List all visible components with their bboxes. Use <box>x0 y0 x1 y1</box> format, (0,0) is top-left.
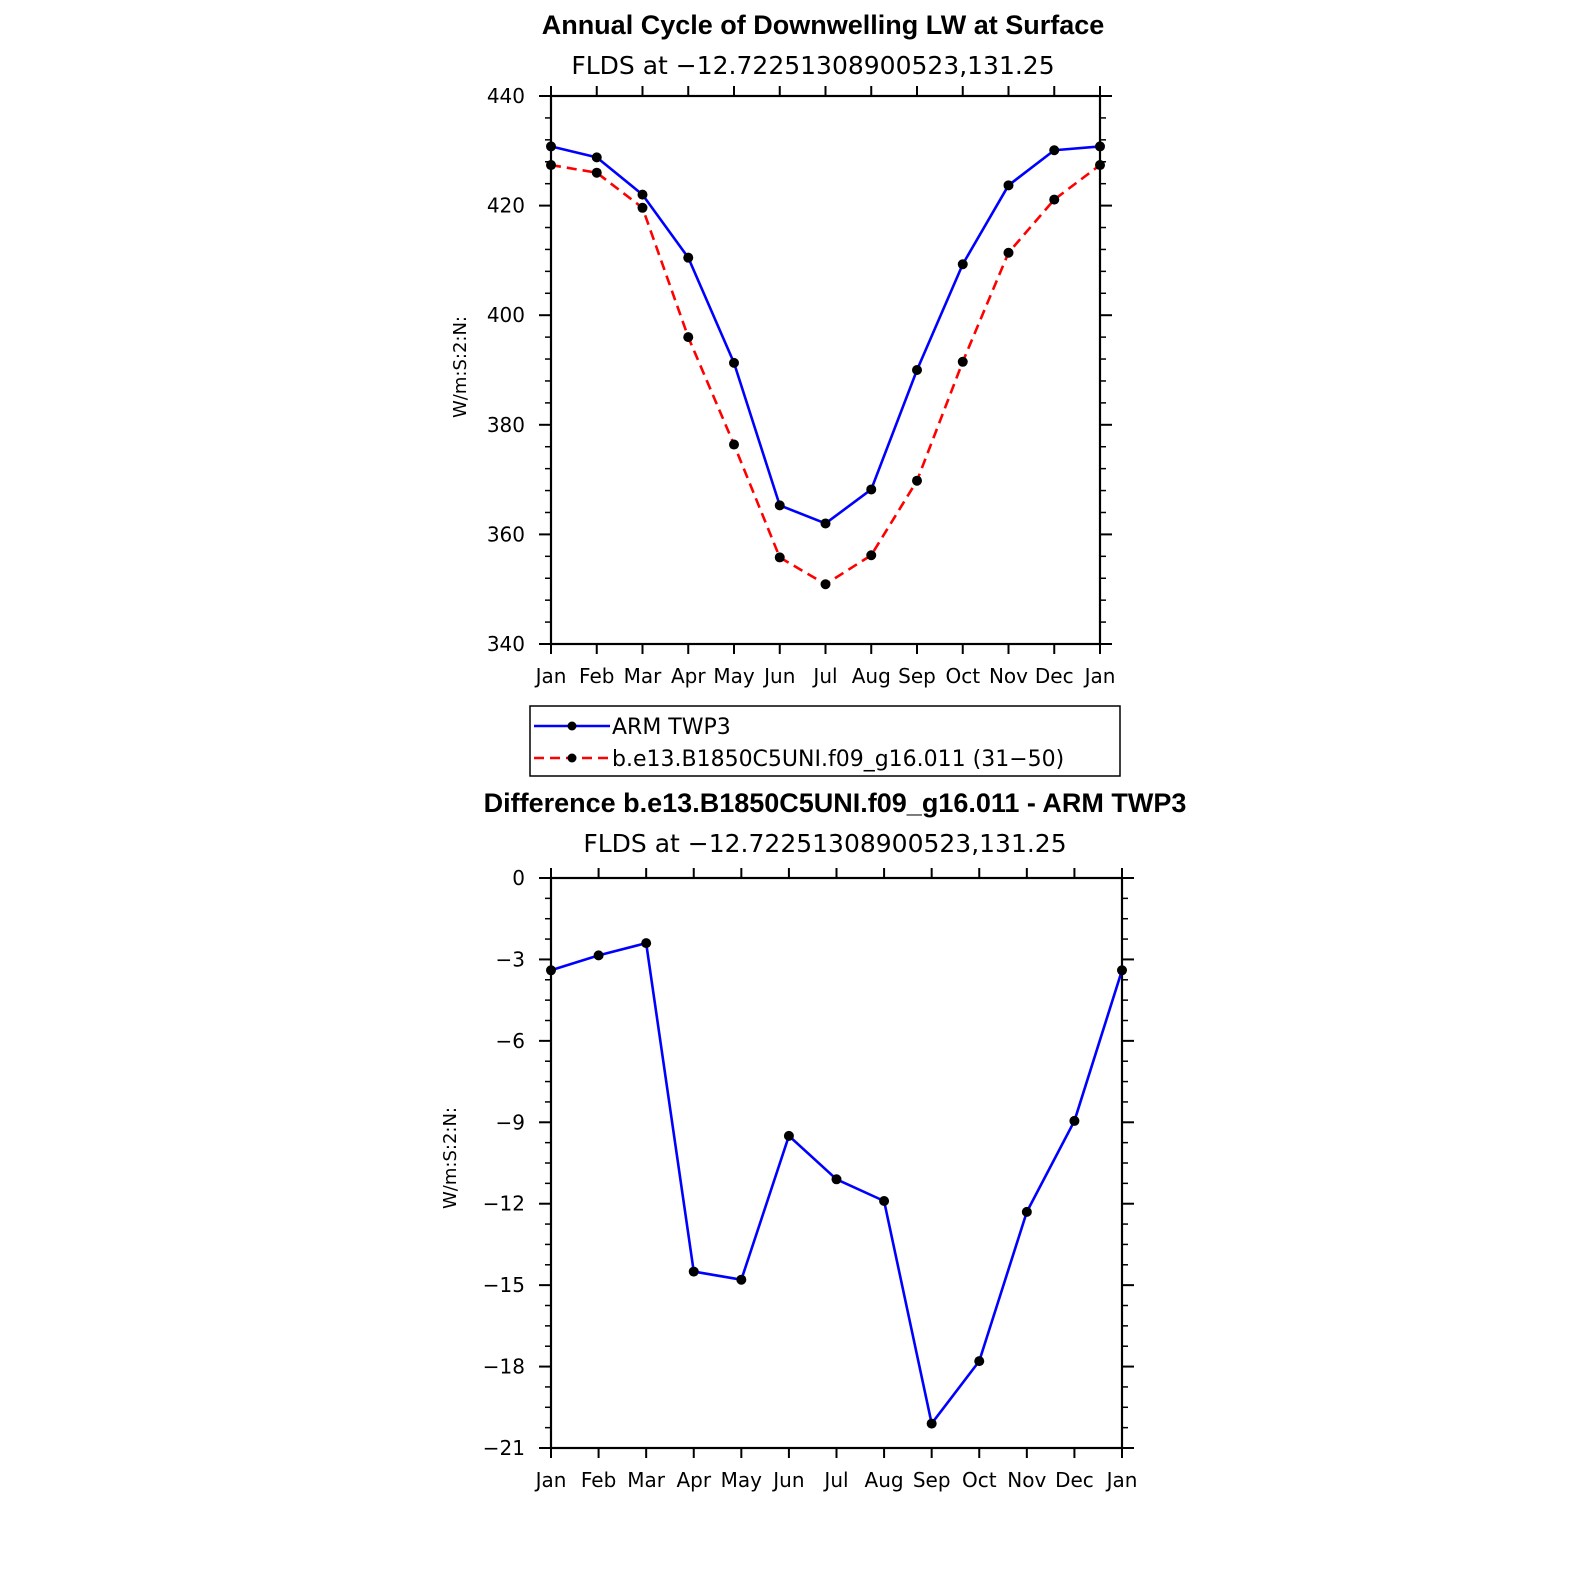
data-point <box>637 189 648 200</box>
data-point <box>688 1266 699 1277</box>
data-point <box>591 167 602 178</box>
y-tick-label: −6 <box>496 1029 525 1053</box>
data-point <box>831 1174 842 1185</box>
data-point <box>1095 160 1105 171</box>
y-tick-label: −15 <box>483 1273 525 1297</box>
data-point <box>591 152 602 163</box>
legend-label-model: b.e13.B1850C5UNI.f09_g16.011 (31−50) <box>612 747 1064 772</box>
x-tick-label: Feb <box>579 664 614 688</box>
y-axis-label: W/m:S:2:N: <box>440 1107 461 1209</box>
data-point <box>729 439 739 450</box>
y-tick-label: 360 <box>487 522 525 546</box>
y-tick-label: −21 <box>483 1436 525 1460</box>
data-point <box>546 965 556 976</box>
y-axis-label: W/m:S:2:N: <box>450 316 471 418</box>
data-point <box>866 550 877 561</box>
data-point <box>1069 1115 1080 1126</box>
annual-cycle-chart: Annual Cycle of Downwelling LW at Surfac… <box>450 10 1115 688</box>
data-point <box>1049 145 1060 156</box>
difference-chart: Difference b.e13.B1850C5UNI.f09_g16.011 … <box>440 788 1186 1492</box>
x-tick-label: Oct <box>945 664 980 688</box>
y-tick-label: −9 <box>496 1110 525 1134</box>
x-tick-label: Sep <box>913 1468 951 1492</box>
data-point <box>1117 965 1127 976</box>
x-tick-label: May <box>721 1468 763 1492</box>
data-point <box>736 1274 747 1285</box>
x-tick-label: Jun <box>762 664 795 688</box>
data-point <box>774 552 785 563</box>
data-point <box>1095 141 1105 152</box>
data-point <box>879 1196 890 1206</box>
data-point <box>926 1418 937 1429</box>
x-tick-label: Aug <box>865 1468 904 1492</box>
x-tick-label: Jun <box>771 1468 804 1492</box>
plot-frame <box>549 876 1124 1450</box>
data-point <box>957 356 968 367</box>
data-point <box>1003 247 1014 258</box>
chart-subtitle: FLDS at −12.72251308900523,131.25 <box>571 51 1054 80</box>
y-tick-label: 380 <box>487 413 525 437</box>
data-point <box>637 202 648 213</box>
data-point <box>783 1130 794 1141</box>
legend: ARM TWP3 b.e13.B1850C5UNI.f09_g16.011 (3… <box>529 705 1121 777</box>
data-point <box>1003 180 1014 191</box>
y-tick-label: 440 <box>487 84 525 108</box>
data-point <box>593 950 604 961</box>
x-tick-label: Nov <box>1007 1468 1046 1492</box>
x-tick-label: Jul <box>822 1468 848 1492</box>
x-tick-label: Dec <box>1035 664 1074 688</box>
plot-area: Jan Feb Mar Apr May Jun Jul Aug Sep Oct Nov Dec Jan 3… <box>487 84 1116 688</box>
data-point <box>912 475 922 486</box>
data-point <box>774 500 785 511</box>
x-tick-label: Aug <box>852 664 891 688</box>
data-point <box>1049 194 1060 205</box>
x-tick-label: Sep <box>898 664 936 688</box>
x-tick-label: Dec <box>1055 1468 1094 1492</box>
plot-area: Jan Feb Mar Apr May Jun Jul Aug Sep Oct Nov Dec Jan−… <box>483 866 1138 1492</box>
x-tick-label: Apr <box>676 1468 711 1492</box>
data-point <box>912 365 922 375</box>
chart-title: Difference b.e13.B1850C5UNI.f09_g16.011 … <box>484 788 1187 818</box>
data-point <box>1021 1206 1032 1217</box>
x-tick-label: Mar <box>627 1468 666 1492</box>
x-tick-label: Jul <box>811 664 837 688</box>
x-tick-label: Apr <box>671 664 706 688</box>
legend-label-arm: ARM TWP3 <box>612 715 731 740</box>
data-point <box>729 357 739 368</box>
x-tick-label: Mar <box>624 664 663 688</box>
y-tick-label: 0 <box>512 866 525 890</box>
x-tick-label: Feb <box>581 1468 616 1492</box>
data-point <box>683 332 694 343</box>
chart-title: Annual Cycle of Downwelling LW at Surfac… <box>542 10 1105 40</box>
data-point <box>820 518 831 529</box>
legend-marker-model <box>567 753 577 763</box>
data-point <box>820 579 831 590</box>
y-tick-label: −3 <box>496 947 525 971</box>
y-tick-label: −18 <box>483 1355 525 1379</box>
data-point <box>546 160 556 171</box>
data-point <box>683 252 694 263</box>
y-tick-label: −12 <box>483 1192 525 1216</box>
y-tick-label: 420 <box>487 194 525 218</box>
x-tick-label: Jan <box>1083 664 1116 688</box>
x-tick-label: Jan <box>1105 1468 1138 1492</box>
chart-subtitle: FLDS at −12.72251308900523,131.25 <box>583 829 1066 858</box>
data-point <box>866 484 877 495</box>
legend-marker-arm <box>567 721 577 731</box>
x-tick-label: May <box>713 664 755 688</box>
x-tick-label: Jan <box>534 664 567 688</box>
x-tick-label: Nov <box>989 664 1028 688</box>
y-tick-label: 340 <box>487 632 525 656</box>
series-line <box>550 145 1101 525</box>
data-point <box>974 1356 985 1367</box>
data-point <box>641 938 652 949</box>
x-tick-label: Oct <box>962 1468 997 1492</box>
legend-box <box>529 705 1121 777</box>
y-tick-label: 400 <box>487 303 525 327</box>
data-point <box>546 141 556 152</box>
data-point <box>957 259 968 270</box>
x-tick-label: Jan <box>534 1468 567 1492</box>
